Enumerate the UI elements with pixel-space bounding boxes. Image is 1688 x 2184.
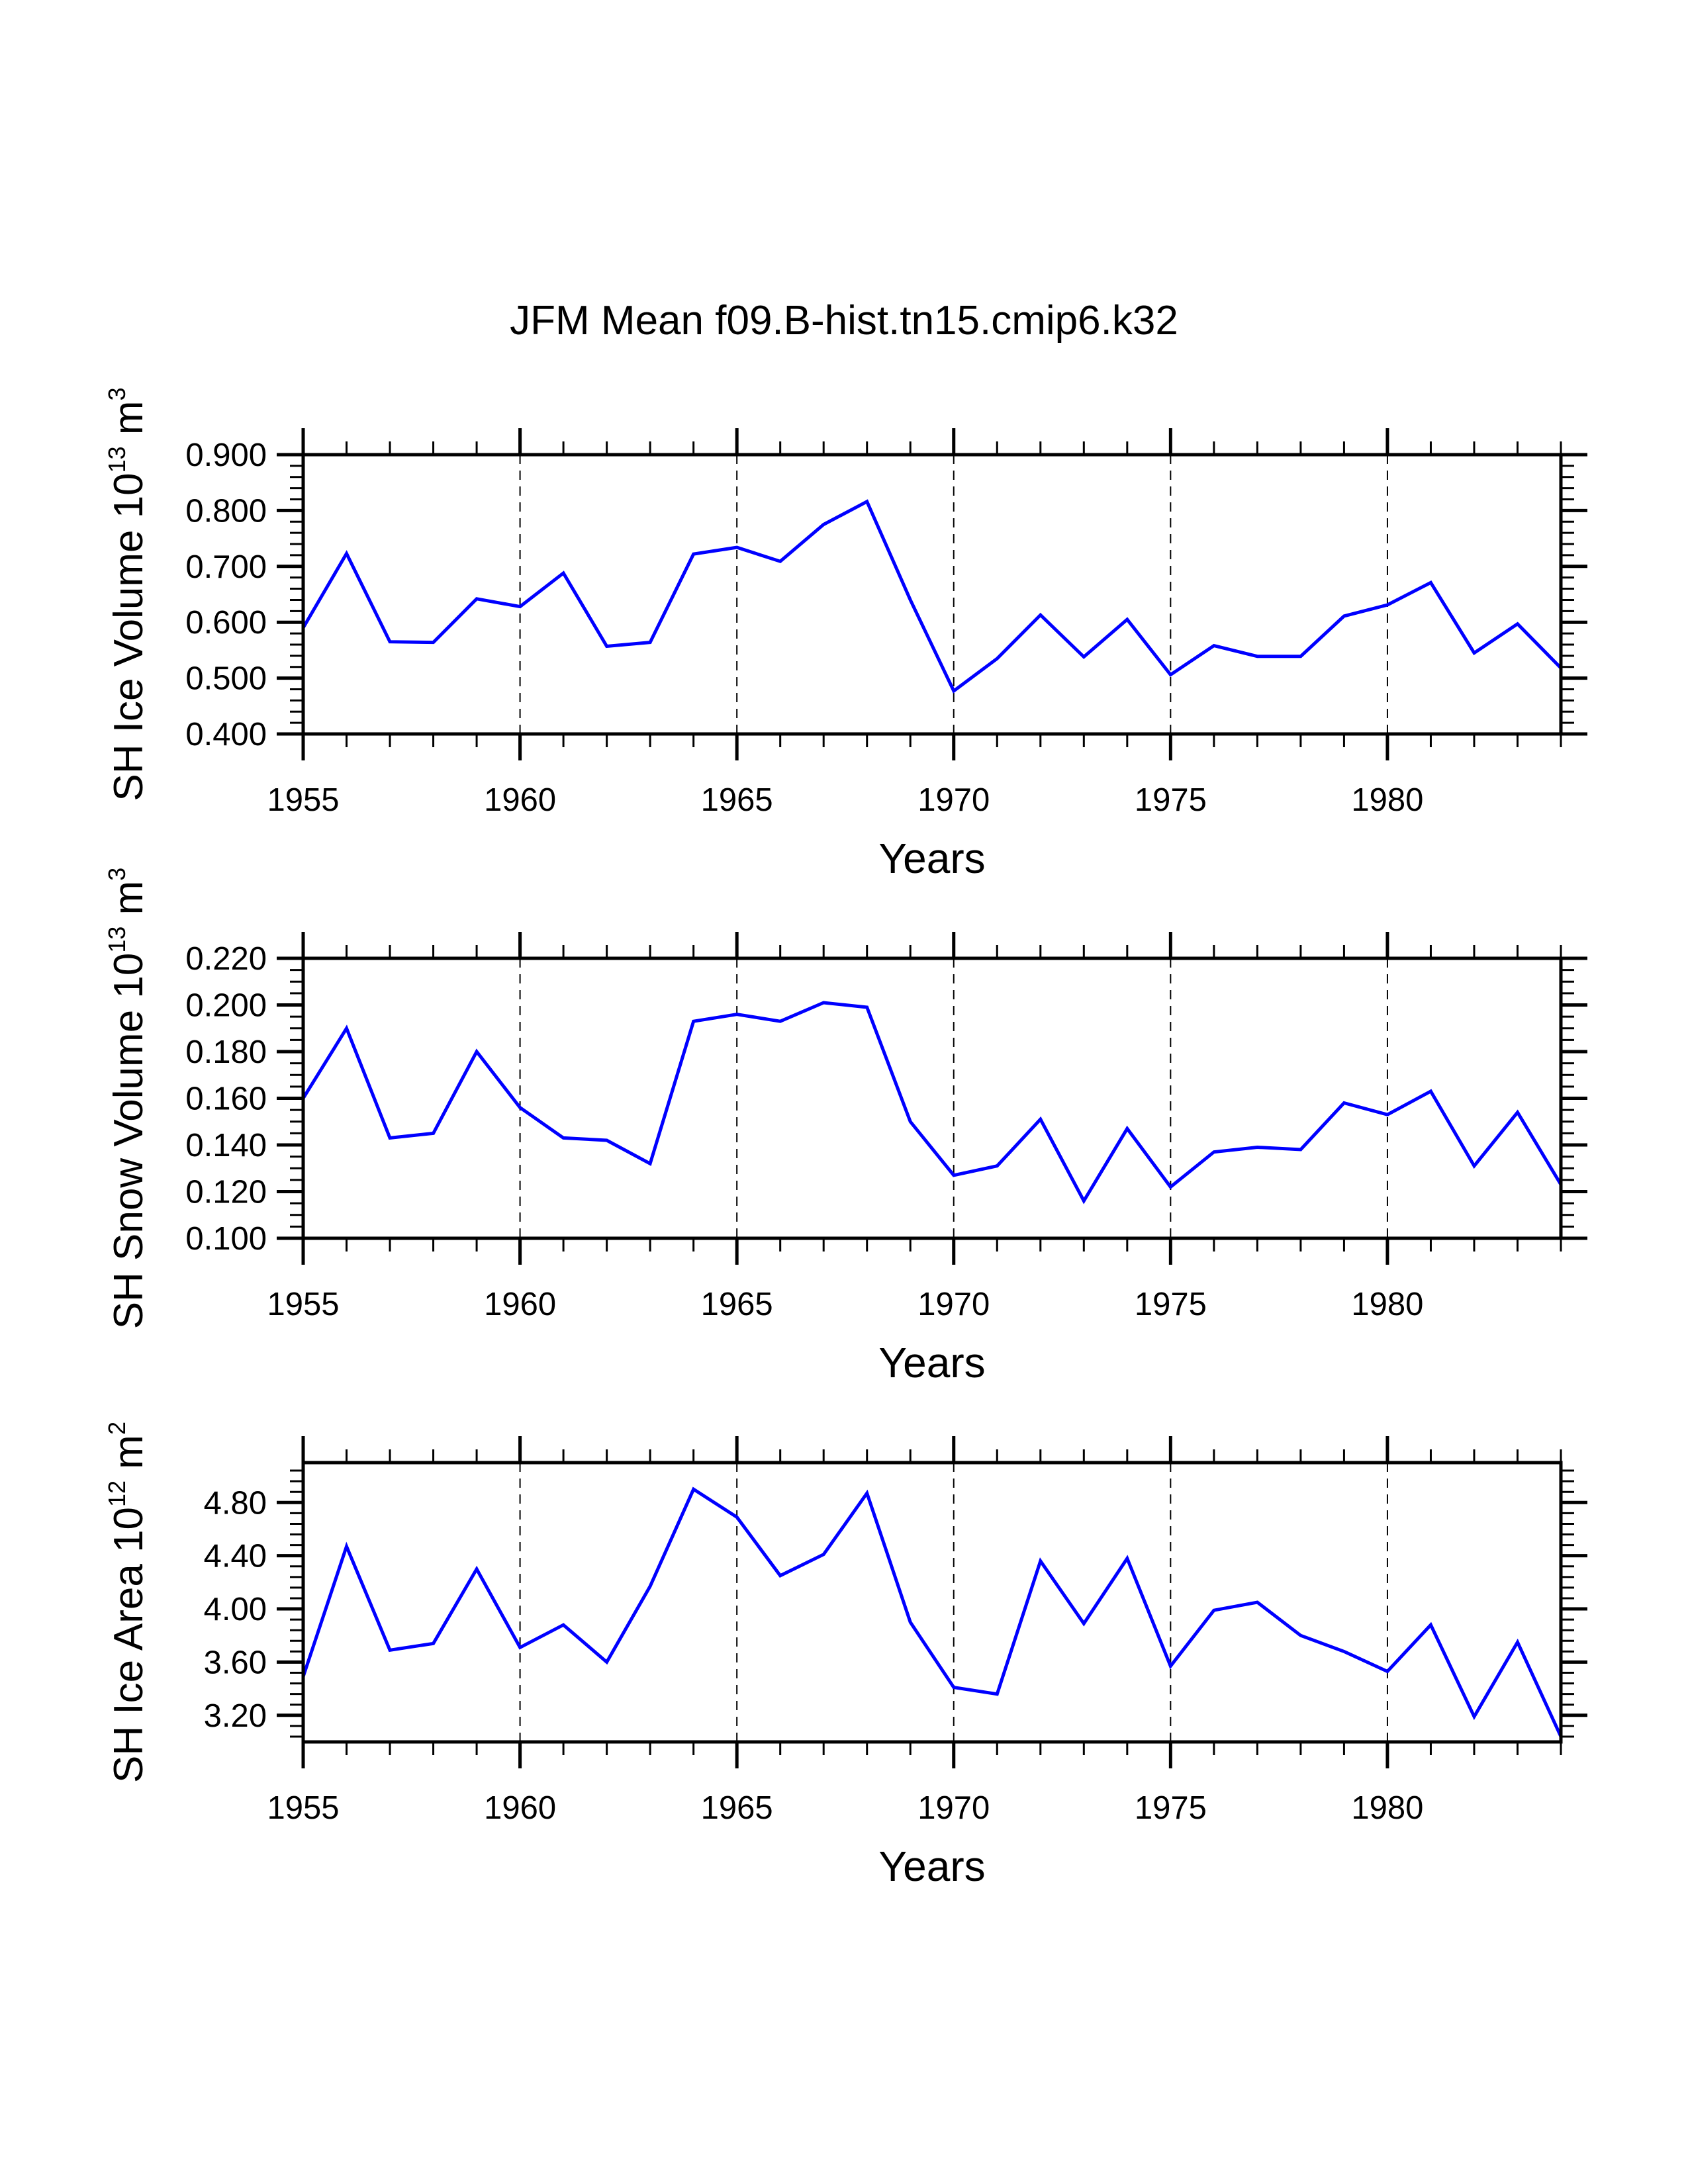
panel-ice-volume: 1955 1960 1965 1970 1975 1980 Years 0.400 0.500 0… (103, 387, 1587, 882)
series-line (301, 1001, 1563, 1205)
x-axis-title: Years (878, 1843, 985, 1890)
x-tick-label: 1965 (701, 1287, 773, 1322)
panel-snow-volume: 1955 1960 1965 1970 1975 1980 Years 0.100 0.120 0… (103, 868, 1587, 1387)
y-tick-label: 0.500 (185, 661, 267, 697)
x-tick-label: 1960 (484, 1287, 556, 1322)
y-tick-label: 4.40 (204, 1539, 267, 1574)
y-tick-label: 0.220 (185, 941, 267, 977)
y-tick-label: 0.600 (185, 605, 267, 641)
x-tick-label: 1975 (1135, 1790, 1207, 1826)
x-tick-label: 1960 (484, 1790, 556, 1826)
x-tick-label: 1965 (701, 782, 773, 818)
y-axis-title-unit-exponent: 3 (103, 387, 130, 400)
y-axis-title-exponent: 12 (103, 1480, 130, 1507)
y-tick-label: 0.160 (185, 1081, 267, 1117)
y-tick-label: 0.700 (185, 549, 267, 585)
y-tick-label: 0.180 (185, 1034, 267, 1070)
series-line (301, 1486, 1563, 1738)
y-axis-title-exponent: 13 (103, 446, 130, 473)
x-tick-label: 1955 (267, 1790, 339, 1826)
plot-frame (301, 1461, 1563, 1744)
y-tick-label: 0.100 (185, 1221, 267, 1257)
y-axis-title-exponent: 13 (103, 927, 130, 953)
x-tick-label: 1975 (1135, 782, 1207, 818)
x-tick-label: 1975 (1135, 1287, 1207, 1322)
x-tick-label: 1965 (701, 1790, 773, 1826)
y-tick-label: 4.80 (204, 1485, 267, 1521)
y-tick-label: 4.00 (204, 1592, 267, 1627)
x-tick-label: 1980 (1351, 782, 1423, 818)
x-tick-label: 1955 (267, 1287, 339, 1322)
y-axis-title-text: SH Ice Volume 10 (106, 473, 152, 801)
y-tick-label: 0.200 (185, 988, 267, 1024)
y-axis-title-unit: m (106, 881, 152, 927)
y-axis-title-unit: m (106, 400, 152, 446)
y-tick-label: 0.400 (185, 717, 267, 752)
chart-title: JFM Mean f09.B-hist.tn15.cmip6.k32 (510, 298, 1178, 343)
y-axis-title: SH Ice Volume 1013 m3 (103, 387, 152, 801)
panel-ice-area: 1955 1960 1965 1970 1975 1980 Years 3.20 3.60 4.0… (103, 1422, 1587, 1890)
x-tick-label: 1970 (917, 1287, 990, 1322)
y-tick-label: 3.20 (204, 1698, 267, 1734)
y-tick-label: 0.140 (185, 1128, 267, 1163)
y-tick-label: 0.900 (185, 437, 267, 473)
series-line (301, 499, 1562, 694)
x-tick-label: 1980 (1351, 1790, 1423, 1826)
y-axis-title-unit-exponent: 2 (103, 1422, 130, 1435)
x-axis-title: Years (878, 835, 985, 882)
y-axis-title-text: SH Snow Volume 10 (106, 953, 152, 1330)
x-tick-label: 1970 (917, 782, 990, 818)
y-axis-title-text: SH Ice Area 10 (106, 1507, 152, 1783)
x-tick-label: 1970 (917, 1790, 990, 1826)
y-tick-label: 3.60 (204, 1645, 267, 1680)
y-axis-title: SH Snow Volume 1013 m3 (103, 868, 152, 1330)
y-tick-label: 0.120 (185, 1175, 267, 1210)
x-tick-label: 1960 (484, 782, 556, 818)
plot-frame (301, 453, 1563, 736)
y-axis-title-unit-exponent: 3 (103, 868, 130, 881)
y-tick-label: 0.800 (185, 493, 267, 529)
x-axis-title: Years (878, 1339, 985, 1387)
x-tick-label: 1980 (1351, 1287, 1423, 1322)
x-tick-label: 1955 (267, 782, 339, 818)
y-axis-title: SH Ice Area 1012 m2 (103, 1422, 152, 1783)
y-axis-title-unit: m (106, 1435, 152, 1480)
